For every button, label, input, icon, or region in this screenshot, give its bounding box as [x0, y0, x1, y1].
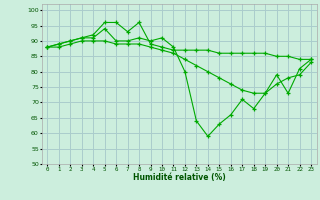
X-axis label: Humidité relative (%): Humidité relative (%) [133, 173, 226, 182]
